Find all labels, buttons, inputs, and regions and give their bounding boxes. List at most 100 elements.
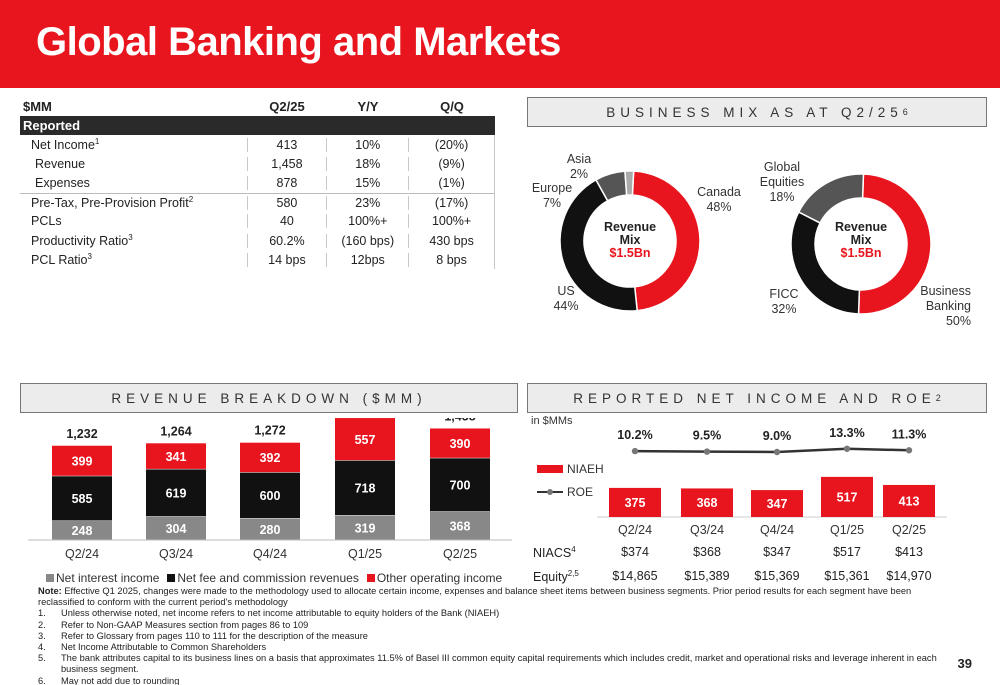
row-q: 40 [246,214,327,229]
row-qq: (9%) [408,156,494,171]
niacs-label: NIACS4 [533,545,576,561]
row-yy: 100%+ [326,214,408,229]
center-line-2: Mix [619,233,641,247]
x-tick-label: Q3/24 [690,523,724,537]
row-label: Pre-Tax, Pre-Provision Profit2 [31,195,194,211]
x-tick-label: Q2/24 [65,547,99,561]
center-line-2: Mix [850,233,872,247]
bar-segment [52,521,112,540]
bar-segment-label: 280 [260,523,281,537]
roe-point [631,447,639,455]
geography-donut-chart [559,170,701,312]
table-row: Pre-Tax, Pre-Provision Profit2 580 23% (… [20,192,494,212]
donut2-label-ficc: FICC 32% [769,287,799,316]
footnotes: Note: Effective Q1 2025, changes were ma… [38,586,958,685]
net-income-bar [609,487,661,517]
bar-segment [335,515,395,540]
row-label: PCLs [31,214,62,229]
table-header-mm: $MM [23,98,52,114]
note-item: 2. Refer to Non-GAAP Measures section fro… [38,619,309,630]
table-header-row: $MM Q2/25 Y/Y Q/Q [20,96,495,116]
donut-slice-global-equities [797,173,865,224]
title-banner: Global Banking and Markets [0,0,1000,88]
net-income-header: REPORTED NET INCOME AND ROE 2 [527,383,987,413]
row-yy: 12bps [326,252,408,267]
bar-segment-label: 368 [450,519,471,533]
bar-total-label: 1,264 [160,424,191,438]
row-qq: (1%) [408,175,494,190]
equity-row: Equity2,5 $14,865 $15,389 $15,369 $15,361 $1… [533,569,983,585]
legend-niaeh-swatch [537,465,563,473]
bar-segment-label: 319 [355,521,376,535]
row-yy: (160 bps) [326,233,408,248]
donut2-label-global-equities: Global Equities 18% [759,160,805,204]
donut-slice-asia [624,170,635,196]
row-label: Expenses [35,175,90,190]
row-q: 1,458 [246,156,327,171]
bar-segment-label: 700 [450,479,471,493]
net-income-roe-chart: 375 Q2/24 10.2% 368 Q3/24 9.5% 347 Q4/24 9.0% 517… [537,426,947,537]
bar-segment [146,469,206,517]
bar-segment-label: 341 [166,450,187,464]
roe-point [703,448,711,455]
bar-segment [146,443,206,469]
table-body: Net Income1 413 10% (20%) Revenue 1,458 … [20,135,495,270]
net-income-unit: in $MMs [531,415,573,427]
legend-item-nii: Net interest income [46,571,159,585]
note-item: 6. May not add due to rounding [38,675,180,685]
center-line-3: $1.5Bn [609,246,651,260]
x-tick-label: Q1/25 [348,547,382,561]
bar-segment [430,458,490,512]
row-qq: (20%) [408,137,494,152]
note-item: 5. The bank attributes capital to its bus… [38,653,937,675]
bar-segment-label: 557 [355,433,376,447]
legend-item-fee: Net fee and commission revenues [167,571,359,585]
donut1-label-us: US 44% [553,284,579,313]
bar-segment [52,476,112,521]
net-income-bar-label: 347 [767,497,788,511]
row-label: Productivity Ratio3 [31,232,133,249]
bar-segment-label: 619 [166,487,187,501]
net-income-bar-label: 375 [625,496,646,510]
bar-segment [335,418,395,461]
donut1-label-asia: Asia 2% [566,152,592,181]
note-intro: Note: Effective Q1 2025, changes were ma… [38,586,912,608]
niacs-value: $368 [693,545,721,559]
summary-table: $MM Q2/25 Y/Y Q/Q Reported Net Income1 4… [20,96,495,270]
net-income-bar [821,476,873,517]
bar-total-label: 1,272 [254,424,285,438]
bar-segment [240,472,300,519]
net-income-bar [751,490,803,517]
equity-value: $15,389 [684,569,730,583]
table-header-qq: Q/Q [440,98,464,114]
bar-total-label: 1,232 [66,427,97,441]
roe-label: 9.5% [693,429,722,443]
donut-slice-business-banking [857,173,932,315]
bar-segment-label: 718 [355,482,376,496]
revenue-breakdown-header: REVENUE BREAKDOWN ($MM) [20,383,518,413]
x-tick-label: Q2/24 [618,523,652,537]
bar-segment-label: 390 [450,437,471,451]
bar-segment [146,516,206,540]
table-row: Productivity Ratio3 60.2% (160 bps) 430 … [20,231,494,250]
roe-point [773,448,781,456]
bar-segment-label: 585 [72,492,93,506]
page-title: Global Banking and Markets [36,20,561,64]
x-tick-label: Q2/25 [892,523,926,537]
roe-label: 9.0% [763,429,792,443]
row-qq: 8 bps [408,252,494,267]
note-item: 4. Net Income Attributable to Common Shar… [38,642,267,653]
table-header-q225: Q2/25 [269,98,305,114]
legend-niaeh-label: NIAEH [567,462,604,476]
row-q: 14 bps [246,252,327,267]
revenue-legend: Net interest income Net fee and commissi… [46,571,502,585]
table-row: Revenue 1,458 18% (9%) [20,154,494,173]
legend-item-other: Other operating income [366,571,502,585]
bar-total-label: 1,458 [444,418,475,423]
donut1-center-label: Revenue Mix $1.5Bn [595,221,665,260]
niacs-value: $374 [621,545,649,559]
business-mix-header: BUSINESS MIX AS AT Q2/25 6 [527,97,987,127]
business-line-donut-chart [790,173,932,315]
bar-segment [335,460,395,516]
niacs-value: $517 [833,545,861,559]
